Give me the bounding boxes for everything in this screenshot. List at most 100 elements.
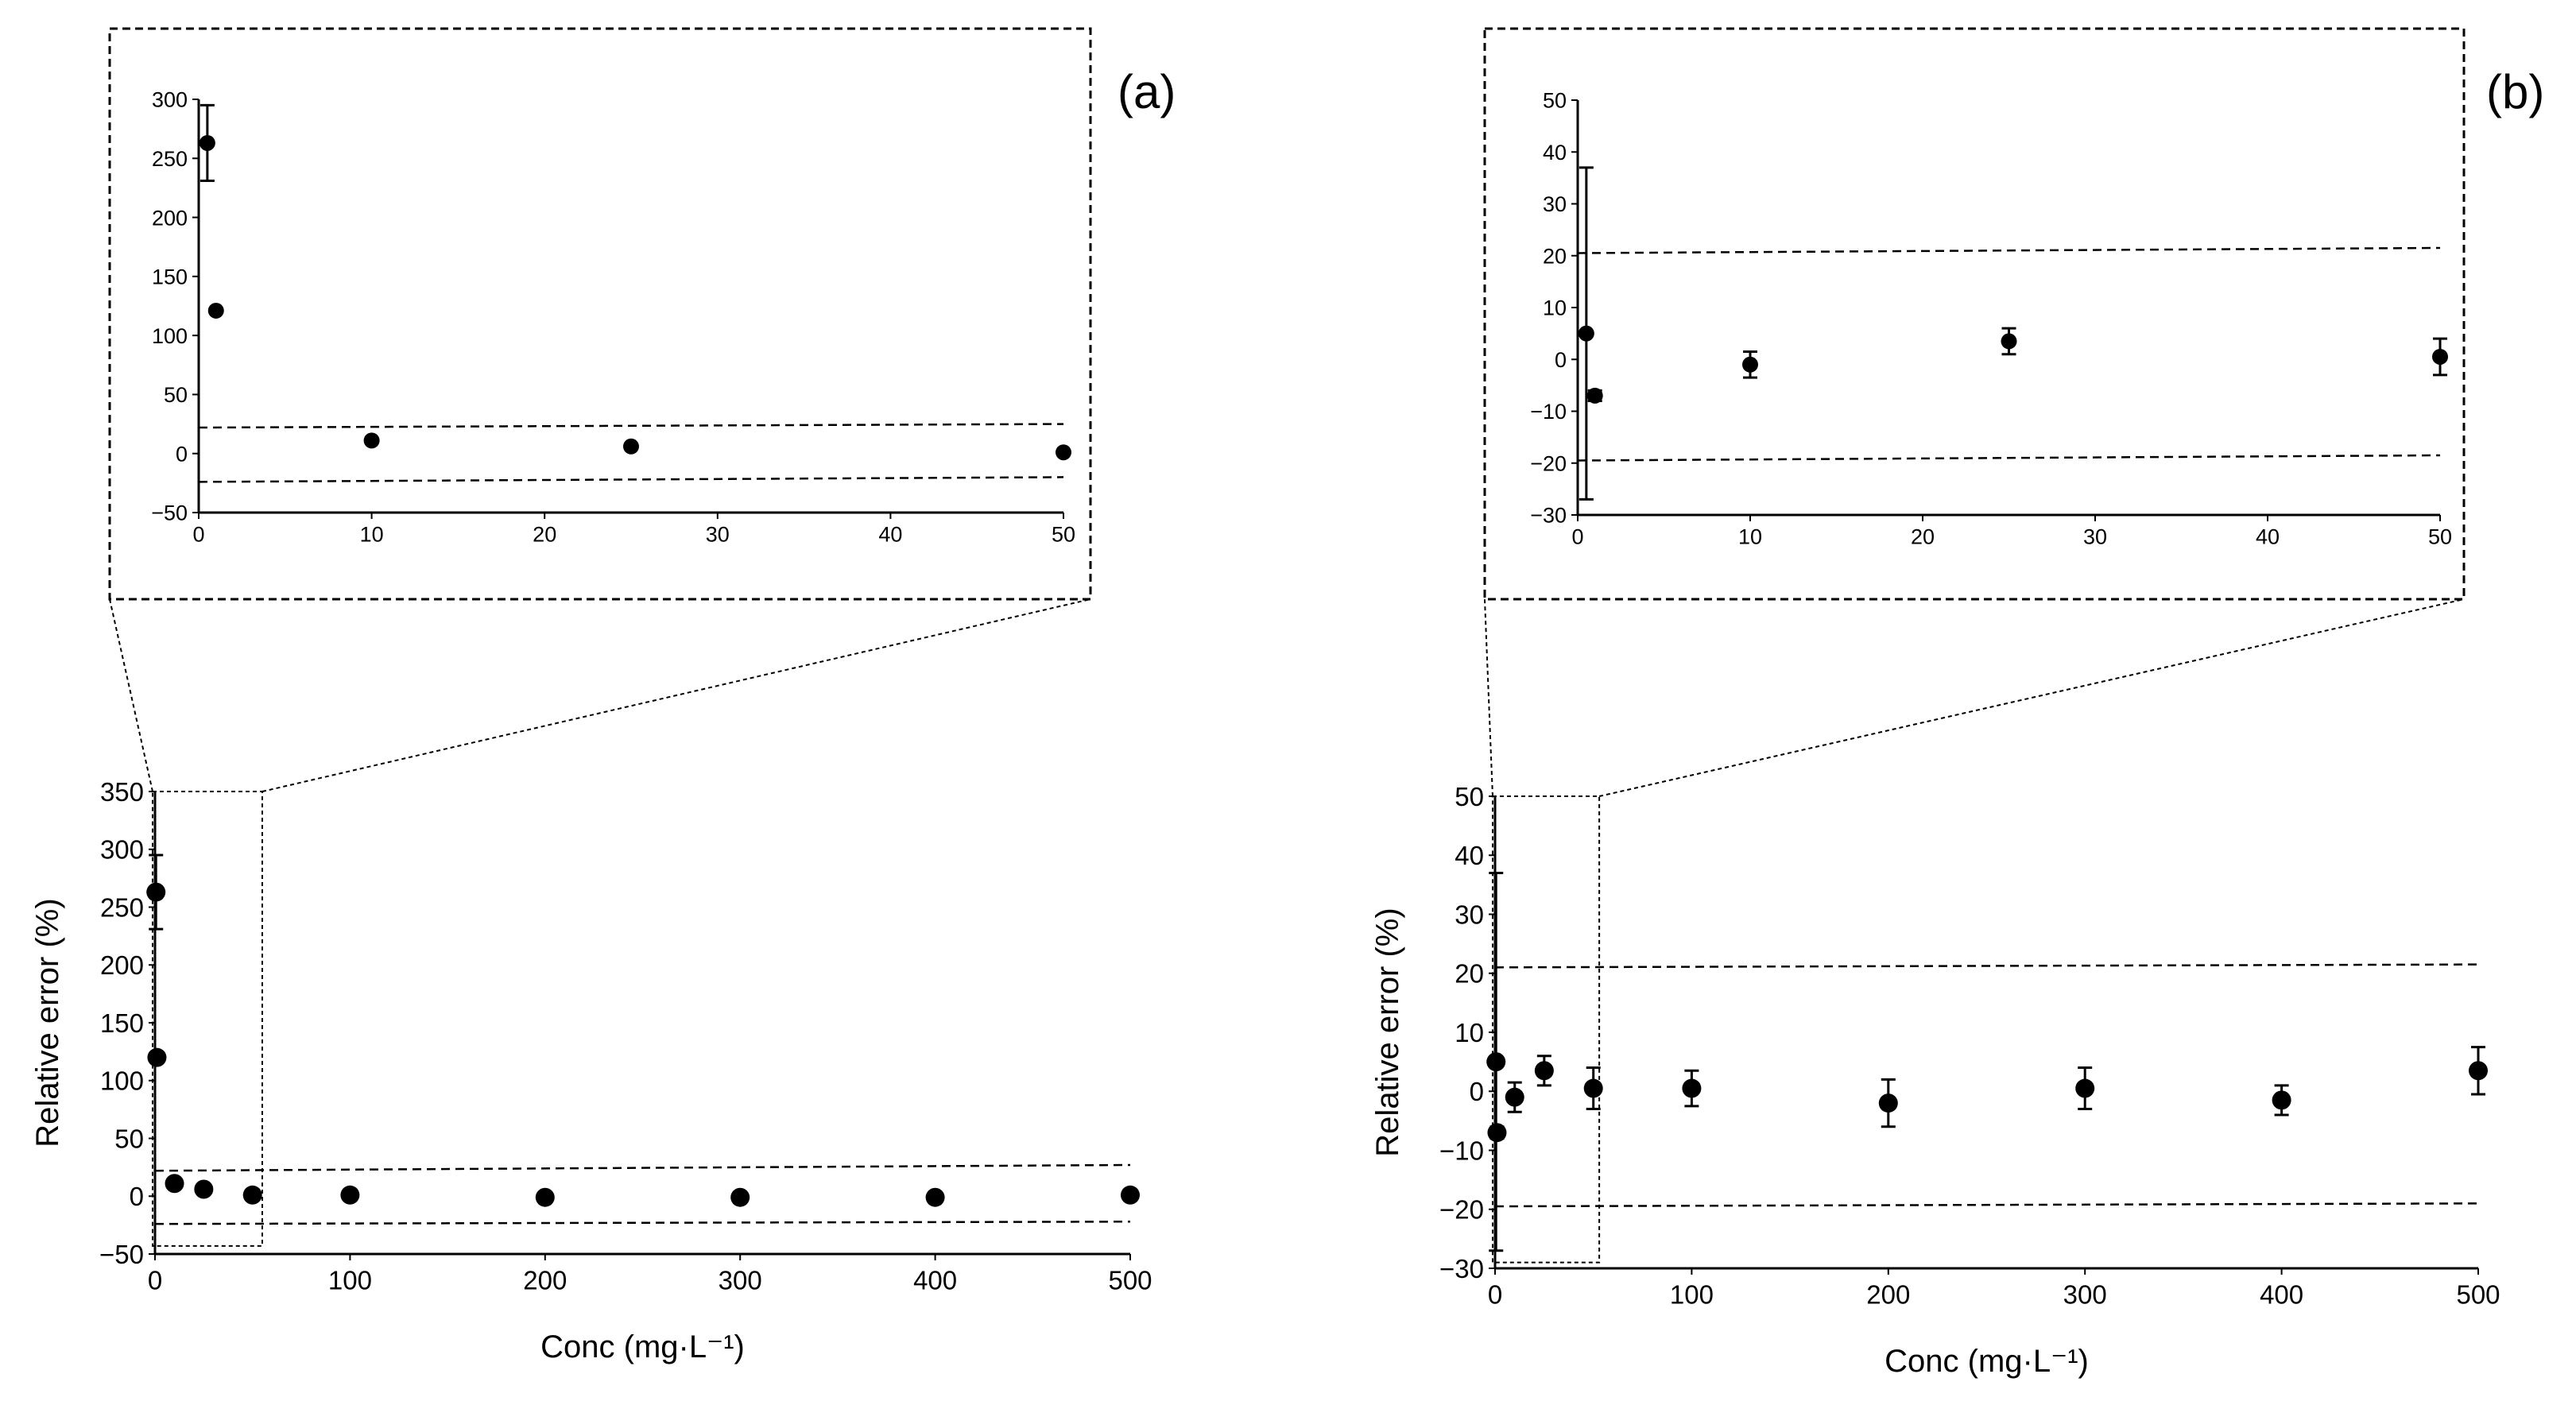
y-tick-label: 40 (1455, 841, 1484, 870)
x-tick-label: 30 (706, 522, 730, 546)
inset-frame-a (108, 27, 1092, 601)
data-point (194, 1179, 214, 1199)
y-tick-label: 250 (100, 892, 144, 922)
data-point (2075, 1078, 2095, 1098)
data-point (2432, 348, 2448, 365)
y-tick-label: 0 (1470, 1077, 1484, 1106)
y-tick-label: 40 (1543, 141, 1567, 164)
data-point (340, 1185, 360, 1205)
data-point (242, 1185, 262, 1205)
data-point (925, 1187, 945, 1207)
x-tick-label: 20 (1911, 524, 1935, 548)
y-tick-label: 0 (176, 442, 188, 466)
data-point (730, 1187, 750, 1207)
y-tick-label: 300 (152, 88, 188, 112)
data-point (199, 134, 215, 151)
data-point (1505, 1087, 1524, 1107)
y-tick-label: 150 (100, 1008, 144, 1038)
y-tick-label: −50 (99, 1240, 144, 1269)
zoom-connector-line (1598, 598, 2465, 797)
x-tick-label: 500 (1108, 1266, 1152, 1295)
chart-b-inset: −30 −20 −10 0 10 20 30 40 50 0 10 20 30 40 50 (1530, 89, 2452, 549)
zoom-connector-line (261, 598, 1091, 792)
x-tick-label: 300 (719, 1266, 762, 1295)
x-tick-label: 200 (1866, 1280, 1910, 1310)
y-tick-label: 300 (100, 835, 144, 865)
zoom-region-box (152, 791, 263, 1247)
data-point (1586, 387, 1603, 404)
data-point (1534, 1061, 1554, 1081)
y-tick-label: −20 (1439, 1195, 1484, 1225)
y-tick-label: −30 (1439, 1254, 1484, 1283)
x-axis-title: Conc (mg·L⁻¹) (540, 1330, 745, 1364)
y-tick-label: 20 (1543, 244, 1567, 268)
upper-limit-line (1577, 246, 2441, 254)
data-point (1583, 1078, 1603, 1098)
x-tick-label: 0 (192, 522, 204, 546)
y-tick-label: 50 (114, 1124, 144, 1153)
y-tick-label: 100 (100, 1066, 144, 1096)
x-tick-label: 100 (1670, 1280, 1714, 1310)
x-tick-label: 100 (328, 1266, 372, 1295)
x-tick-label: 0 (148, 1266, 162, 1295)
x-tick-label: 500 (2456, 1280, 2500, 1310)
y-axis-title: Relative error (%) (30, 898, 65, 1147)
y-tick-label: 30 (1455, 900, 1484, 929)
data-point (1487, 1123, 1507, 1143)
data-point (1742, 356, 1758, 373)
lower-limit-line (198, 476, 1064, 483)
upper-limit-line (198, 423, 1064, 429)
y-tick-label: 50 (1543, 89, 1567, 113)
x-tick-label: 10 (1738, 524, 1762, 548)
data-point (1056, 444, 1071, 461)
zoom-region-box (1492, 795, 1601, 1264)
y-tick-label: −10 (1530, 400, 1567, 424)
inset-frame-b (1483, 27, 2466, 601)
data-point (146, 882, 166, 902)
data-point (363, 432, 380, 449)
data-point (207, 302, 224, 319)
x-axis-title: Conc (mg·L⁻¹) (1885, 1344, 2089, 1379)
data-point (2001, 333, 2017, 350)
x-tick-label: 200 (523, 1266, 567, 1295)
y-tick-label: 350 (100, 777, 144, 807)
data-point (2469, 1061, 2488, 1081)
data-point (1578, 325, 1594, 342)
data-point (147, 1047, 167, 1067)
x-tick-label: 30 (2083, 524, 2107, 548)
lower-limit-line (154, 1221, 1131, 1225)
panel-label-a: (a) (1118, 65, 1176, 118)
data-point (535, 1187, 555, 1207)
data-point (165, 1174, 184, 1194)
data-point (1486, 1052, 1506, 1072)
y-axis-title: Relative error (%) (1370, 908, 1405, 1156)
lower-limit-line (1577, 454, 2441, 462)
y-tick-label: 100 (152, 324, 188, 348)
y-tick-label: 200 (152, 206, 188, 230)
upper-limit-line (1494, 963, 2479, 969)
x-tick-label: 400 (913, 1266, 957, 1295)
y-tick-label: −20 (1530, 451, 1567, 475)
data-point (2272, 1090, 2291, 1110)
y-tick-label: 10 (1543, 296, 1567, 320)
data-point (1121, 1185, 1140, 1205)
y-tick-label: −50 (151, 501, 188, 525)
x-tick-label: 400 (2260, 1280, 2303, 1310)
y-tick-label: 150 (152, 265, 188, 289)
x-tick-label: 40 (2256, 524, 2280, 548)
x-tick-label: 50 (1052, 522, 1075, 546)
panel-label-b: (b) (2486, 65, 2544, 118)
x-tick-label: 0 (1488, 1280, 1502, 1310)
y-tick-label: 0 (130, 1182, 144, 1211)
y-tick-label: 200 (100, 950, 144, 980)
y-tick-label: 50 (164, 383, 188, 407)
x-tick-label: 0 (1571, 524, 1583, 548)
y-tick-label: −30 (1530, 504, 1567, 528)
data-point (1878, 1093, 1898, 1113)
data-point (1682, 1078, 1702, 1098)
x-tick-label: 10 (360, 522, 384, 546)
